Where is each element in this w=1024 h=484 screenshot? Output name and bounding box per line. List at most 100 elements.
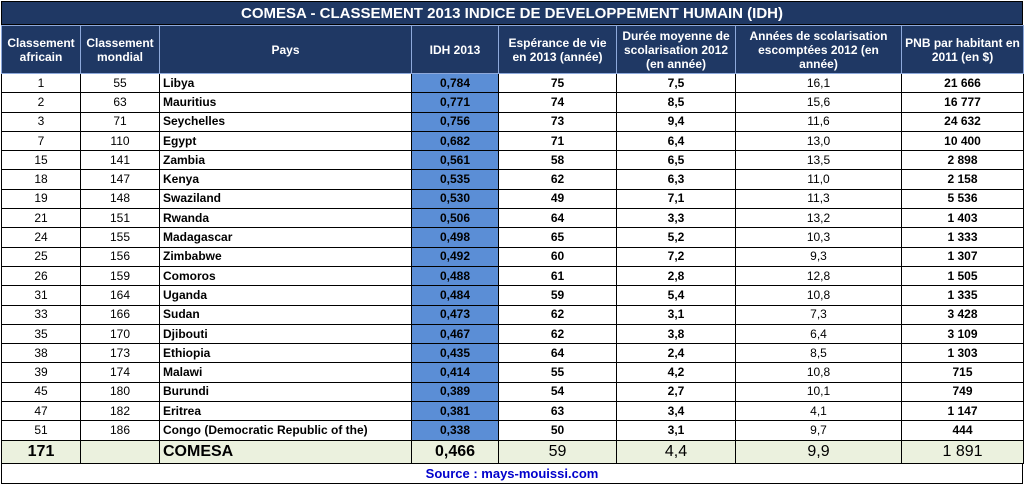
total-esperance: 59	[498, 439, 617, 464]
gni-per-capita-cell: 3 428	[901, 304, 1024, 325]
header-classement-africain: Classement africain	[1, 25, 81, 74]
expected-schooling-cell: 9,7	[735, 420, 902, 441]
mean-schooling-cell: 6,4	[616, 130, 736, 152]
idh-value-cell: 0,530	[411, 188, 499, 210]
country-name-cell: Swaziland	[159, 188, 412, 210]
header-idh: IDH 2013	[411, 25, 499, 74]
expected-schooling-cell: 10,8	[735, 285, 902, 306]
rank-africain-cell: 31	[1, 285, 81, 306]
expected-schooling-cell: 10,8	[735, 362, 902, 383]
gni-per-capita-cell: 10 400	[901, 130, 1024, 152]
country-name-cell: Madagascar	[159, 227, 412, 248]
gni-per-capita-cell: 1 333	[901, 227, 1024, 248]
header-pnb: PNB par habitant en 2011 (en $)	[901, 25, 1024, 74]
table-row: 39 174 Malawi 0,414 55 4,2 10,8 715	[1, 362, 1024, 383]
rank-mondial-cell: 174	[80, 362, 160, 383]
expected-schooling-cell: 8,5	[735, 343, 902, 364]
life-expectancy-cell: 63	[498, 401, 617, 422]
rank-africain-cell: 24	[1, 227, 81, 248]
header-pays: Pays	[159, 25, 412, 74]
gni-per-capita-cell: 5 536	[901, 188, 1024, 210]
table-row: 15 141 Zambia 0,561 58 6,5 13,5 2 898	[1, 150, 1024, 171]
expected-schooling-cell: 13,5	[735, 150, 902, 171]
rank-mondial-cell: 71	[80, 111, 160, 132]
table-row: 3 71 Seychelles 0,756 73 9,4 11,6 24 632	[1, 111, 1024, 132]
country-name-cell: Malawi	[159, 362, 412, 383]
rank-africain-cell: 21	[1, 208, 81, 229]
gni-per-capita-cell: 2 898	[901, 150, 1024, 171]
idh-value-cell: 0,488	[411, 265, 499, 287]
mean-schooling-cell: 5,2	[616, 227, 736, 248]
country-name-cell: Kenya	[159, 169, 412, 190]
total-annees: 9,9	[735, 439, 902, 464]
idh-value-cell: 0,682	[411, 130, 499, 152]
table-row: 47 182 Eritrea 0,381 63 3,4 4,1 1 147	[1, 401, 1024, 422]
rank-africain-cell: 19	[1, 188, 81, 210]
mean-schooling-cell: 6,3	[616, 169, 736, 190]
total-duree: 4,4	[616, 439, 736, 464]
gni-per-capita-cell: 21 666	[901, 72, 1024, 94]
country-name-cell: Sudan	[159, 304, 412, 325]
country-name-cell: Libya	[159, 72, 412, 94]
country-name-cell: Djibouti	[159, 323, 412, 345]
idh-value-cell: 0,338	[411, 420, 499, 441]
total-pays: COMESA	[159, 439, 412, 464]
idh-value-cell: 0,535	[411, 169, 499, 190]
gni-per-capita-cell: 16 777	[901, 92, 1024, 113]
total-africain: 171	[1, 439, 81, 464]
mean-schooling-cell: 2,8	[616, 265, 736, 287]
country-name-cell: Congo (Democratic Republic of the)	[159, 420, 412, 441]
rank-mondial-cell: 148	[80, 188, 160, 210]
expected-schooling-cell: 6,4	[735, 323, 902, 345]
gni-per-capita-cell: 2 158	[901, 169, 1024, 190]
table-row: 7 110 Egypt 0,682 71 6,4 13,0 10 400	[1, 130, 1024, 152]
rank-mondial-cell: 182	[80, 401, 160, 422]
rank-mondial-cell: 170	[80, 323, 160, 345]
life-expectancy-cell: 62	[498, 169, 617, 190]
mean-schooling-cell: 7,2	[616, 246, 736, 267]
rank-mondial-cell: 173	[80, 343, 160, 364]
source-link[interactable]: Source : mays-mouissi.com	[1, 463, 1023, 484]
gni-per-capita-cell: 1 303	[901, 343, 1024, 364]
mean-schooling-cell: 6,5	[616, 150, 736, 171]
life-expectancy-cell: 64	[498, 343, 617, 364]
life-expectancy-cell: 62	[498, 304, 617, 325]
gni-per-capita-cell: 1 307	[901, 246, 1024, 267]
life-expectancy-cell: 75	[498, 72, 617, 94]
table-row: 2 63 Mauritius 0,771 74 8,5 15,6 16 777	[1, 92, 1024, 113]
idh-value-cell: 0,561	[411, 150, 499, 171]
mean-schooling-cell: 3,8	[616, 323, 736, 345]
country-name-cell: Rwanda	[159, 208, 412, 229]
rank-mondial-cell: 147	[80, 169, 160, 190]
idh-value-cell: 0,756	[411, 111, 499, 132]
rank-mondial-cell: 141	[80, 150, 160, 171]
gni-per-capita-cell: 3 109	[901, 323, 1024, 345]
mean-schooling-cell: 2,4	[616, 343, 736, 364]
gni-per-capita-cell: 1 147	[901, 401, 1024, 422]
rank-mondial-cell: 55	[80, 72, 160, 94]
idh-value-cell: 0,467	[411, 323, 499, 345]
mean-schooling-cell: 3,1	[616, 420, 736, 441]
expected-schooling-cell: 13,0	[735, 130, 902, 152]
rank-africain-cell: 26	[1, 265, 81, 287]
table-row: 33 166 Sudan 0,473 62 3,1 7,3 3 428	[1, 304, 1024, 325]
expected-schooling-cell: 11,0	[735, 169, 902, 190]
rank-africain-cell: 47	[1, 401, 81, 422]
life-expectancy-cell: 54	[498, 381, 617, 403]
gni-per-capita-cell: 715	[901, 362, 1024, 383]
life-expectancy-cell: 71	[498, 130, 617, 152]
life-expectancy-cell: 65	[498, 227, 617, 248]
country-name-cell: Burundi	[159, 381, 412, 403]
expected-schooling-cell: 15,6	[735, 92, 902, 113]
rank-mondial-cell: 159	[80, 265, 160, 287]
table-row: 31 164 Uganda 0,484 59 5,4 10,8 1 335	[1, 285, 1024, 306]
rank-mondial-cell: 155	[80, 227, 160, 248]
total-mondial-empty	[80, 439, 160, 464]
life-expectancy-cell: 60	[498, 246, 617, 267]
expected-schooling-cell: 12,8	[735, 265, 902, 287]
life-expectancy-cell: 50	[498, 420, 617, 441]
table-body: 1 55 Libya 0,784 75 7,5 16,1 21 666 2 63 Mauritius…	[1, 72, 1024, 441]
mean-schooling-cell: 9,4	[616, 111, 736, 132]
mean-schooling-cell: 7,5	[616, 72, 736, 94]
